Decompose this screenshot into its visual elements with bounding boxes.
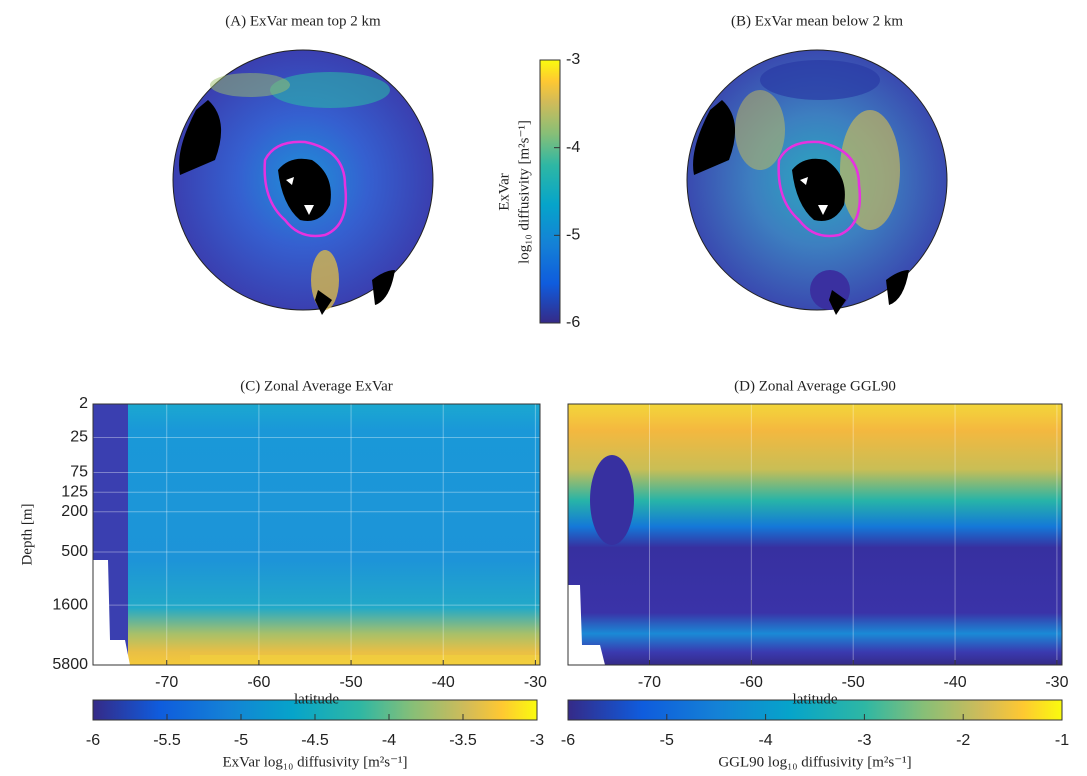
y-tick-label: 125 xyxy=(61,483,88,500)
colorbar-label: ExVar log₁₀ diffusivity [m²s⁻¹] xyxy=(223,754,408,770)
heatmap-d-image xyxy=(568,404,1062,665)
x-tick-label: -30 xyxy=(524,674,547,691)
colorbar-label: ExVar xyxy=(496,173,512,211)
plot-frame xyxy=(92,403,541,666)
colorbar-tick-label: -5 xyxy=(234,732,248,749)
colorbar-tick-label: -3 xyxy=(530,732,544,749)
colorbar-label: GGL90 log₁₀ diffusivity [m²s⁻¹] xyxy=(718,754,911,770)
colorbar-tick-label: -4 xyxy=(566,139,580,156)
colorbar-tick-label: -1 xyxy=(1055,732,1069,749)
colorbar-tick-label: -2 xyxy=(956,732,970,749)
colorbar-label: log₁₀ diffusivity [m²s⁻¹] xyxy=(516,120,532,264)
colorbar-tick-label: -5 xyxy=(566,227,580,244)
map-a xyxy=(172,49,434,315)
y-tick-label: 2 xyxy=(79,395,88,412)
map-b xyxy=(686,49,948,315)
colorbar-d xyxy=(567,699,1063,721)
panel-title: (C) Zonal Average ExVar xyxy=(240,378,393,394)
y-tick-label: 1600 xyxy=(52,596,88,613)
colorbar-tick-label: -4 xyxy=(758,732,772,749)
colorbar-tick-label: -6 xyxy=(86,732,100,749)
panel-title: (D) Zonal Average GGL90 xyxy=(734,378,896,394)
x-tick-label: -50 xyxy=(842,674,865,691)
x-tick-label: -40 xyxy=(943,674,966,691)
colorbar-vertical xyxy=(539,59,561,324)
colorbar-tick-label: -4 xyxy=(382,732,396,749)
x-tick-label: -30 xyxy=(1045,674,1068,691)
x-tick-label: -70 xyxy=(638,674,661,691)
x-tick-label: -60 xyxy=(740,674,763,691)
colorbar-tick-label: -6 xyxy=(561,732,575,749)
x-tick-label: -70 xyxy=(155,674,178,691)
y-tick-label: 200 xyxy=(61,503,88,520)
colorbar-tick-label: -5.5 xyxy=(153,732,181,749)
panel-title: (A) ExVar mean top 2 km xyxy=(225,13,381,29)
panel-title: (B) ExVar mean below 2 km xyxy=(731,13,903,29)
y-tick-label: 500 xyxy=(61,543,88,560)
colorbar-tick-label: -3.5 xyxy=(449,732,477,749)
x-axis-label: latitude xyxy=(793,691,838,707)
colorbar-tick-label: -5 xyxy=(660,732,674,749)
colorbar-tick-label: -3 xyxy=(566,51,580,68)
y-tick-label: 25 xyxy=(70,429,88,446)
x-tick-label: -40 xyxy=(432,674,455,691)
y-tick-label: 5800 xyxy=(52,656,88,673)
x-tick-label: -60 xyxy=(247,674,270,691)
x-tick-label: -50 xyxy=(339,674,362,691)
x-axis-label: latitude xyxy=(294,691,339,707)
heatmap-c-image xyxy=(93,404,540,665)
colorbar-tick-label: -3 xyxy=(857,732,871,749)
y-axis-label: Depth [m] xyxy=(19,503,35,565)
colorbar-tick-label: -6 xyxy=(566,314,580,331)
colorbar-tick-label: -4.5 xyxy=(301,732,329,749)
plot-frame xyxy=(567,403,1063,666)
y-tick-label: 75 xyxy=(70,464,88,481)
